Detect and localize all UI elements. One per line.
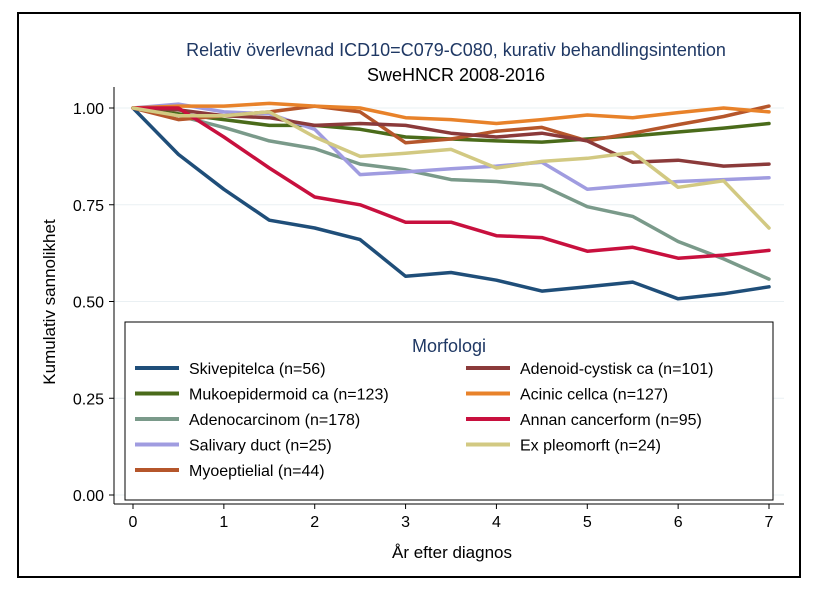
legend-label-5: Myoeptielial (n=44) — [189, 463, 325, 480]
series-line-6 — [131, 106, 771, 168]
legend-label-6: Adenoid-cystisk ca (n=101) — [520, 361, 713, 378]
x-tick-label: 3 — [401, 514, 410, 531]
x-tick-label: 5 — [583, 514, 592, 531]
chart-title: Relativ överlevnad ICD10=C079-C080, kura… — [186, 40, 726, 60]
series-line-7 — [131, 101, 771, 126]
legend-label-1: Skivepitelca (n=56) — [189, 361, 326, 378]
y-tick-label: 0.25 — [73, 391, 104, 408]
y-tick-label: 0.75 — [73, 198, 104, 215]
legend-title: Morfologi — [412, 336, 486, 356]
legend-label-9: Ex pleomorft (n=24) — [520, 438, 661, 455]
chart-svg: Relativ överlevnad ICD10=C079-C080, kura… — [40, 40, 784, 562]
series-line-9 — [131, 106, 771, 230]
x-tick-label: 0 — [129, 514, 138, 531]
x-tick-label: 1 — [219, 514, 228, 531]
x-tick-label: 4 — [492, 514, 501, 531]
x-tick-label: 2 — [310, 514, 319, 531]
legend-label-2: Mukoepidermoid ca (n=123) — [189, 387, 389, 404]
y-tick-label: 0.50 — [73, 295, 104, 312]
x-tick-label: 6 — [674, 514, 683, 531]
y-axis-label: Kumulativ sannolikhet — [40, 219, 59, 385]
legend-label-7: Acinic cellca (n=127) — [520, 387, 668, 404]
y-tick-label: 1.00 — [73, 101, 104, 118]
series-line-8 — [131, 106, 771, 260]
legend-label-4: Salivary duct (n=25) — [189, 438, 332, 455]
chart-frame: Relativ överlevnad ICD10=C079-C080, kura… — [17, 12, 801, 578]
y-tick-label: 0.00 — [73, 488, 104, 505]
x-tick-label: 7 — [765, 514, 774, 531]
chart-subtitle: SweHNCR 2008-2016 — [367, 65, 545, 85]
series-line-3 — [131, 106, 771, 281]
legend-box — [124, 321, 774, 501]
x-axis-label: År efter diagnos — [392, 543, 512, 562]
series-line-4 — [131, 102, 771, 192]
legend-label-3: Adenocarcinom (n=178) — [189, 412, 360, 429]
legend-label-8: Annan cancerform (n=95) — [520, 412, 702, 429]
series-line-1 — [131, 106, 771, 301]
